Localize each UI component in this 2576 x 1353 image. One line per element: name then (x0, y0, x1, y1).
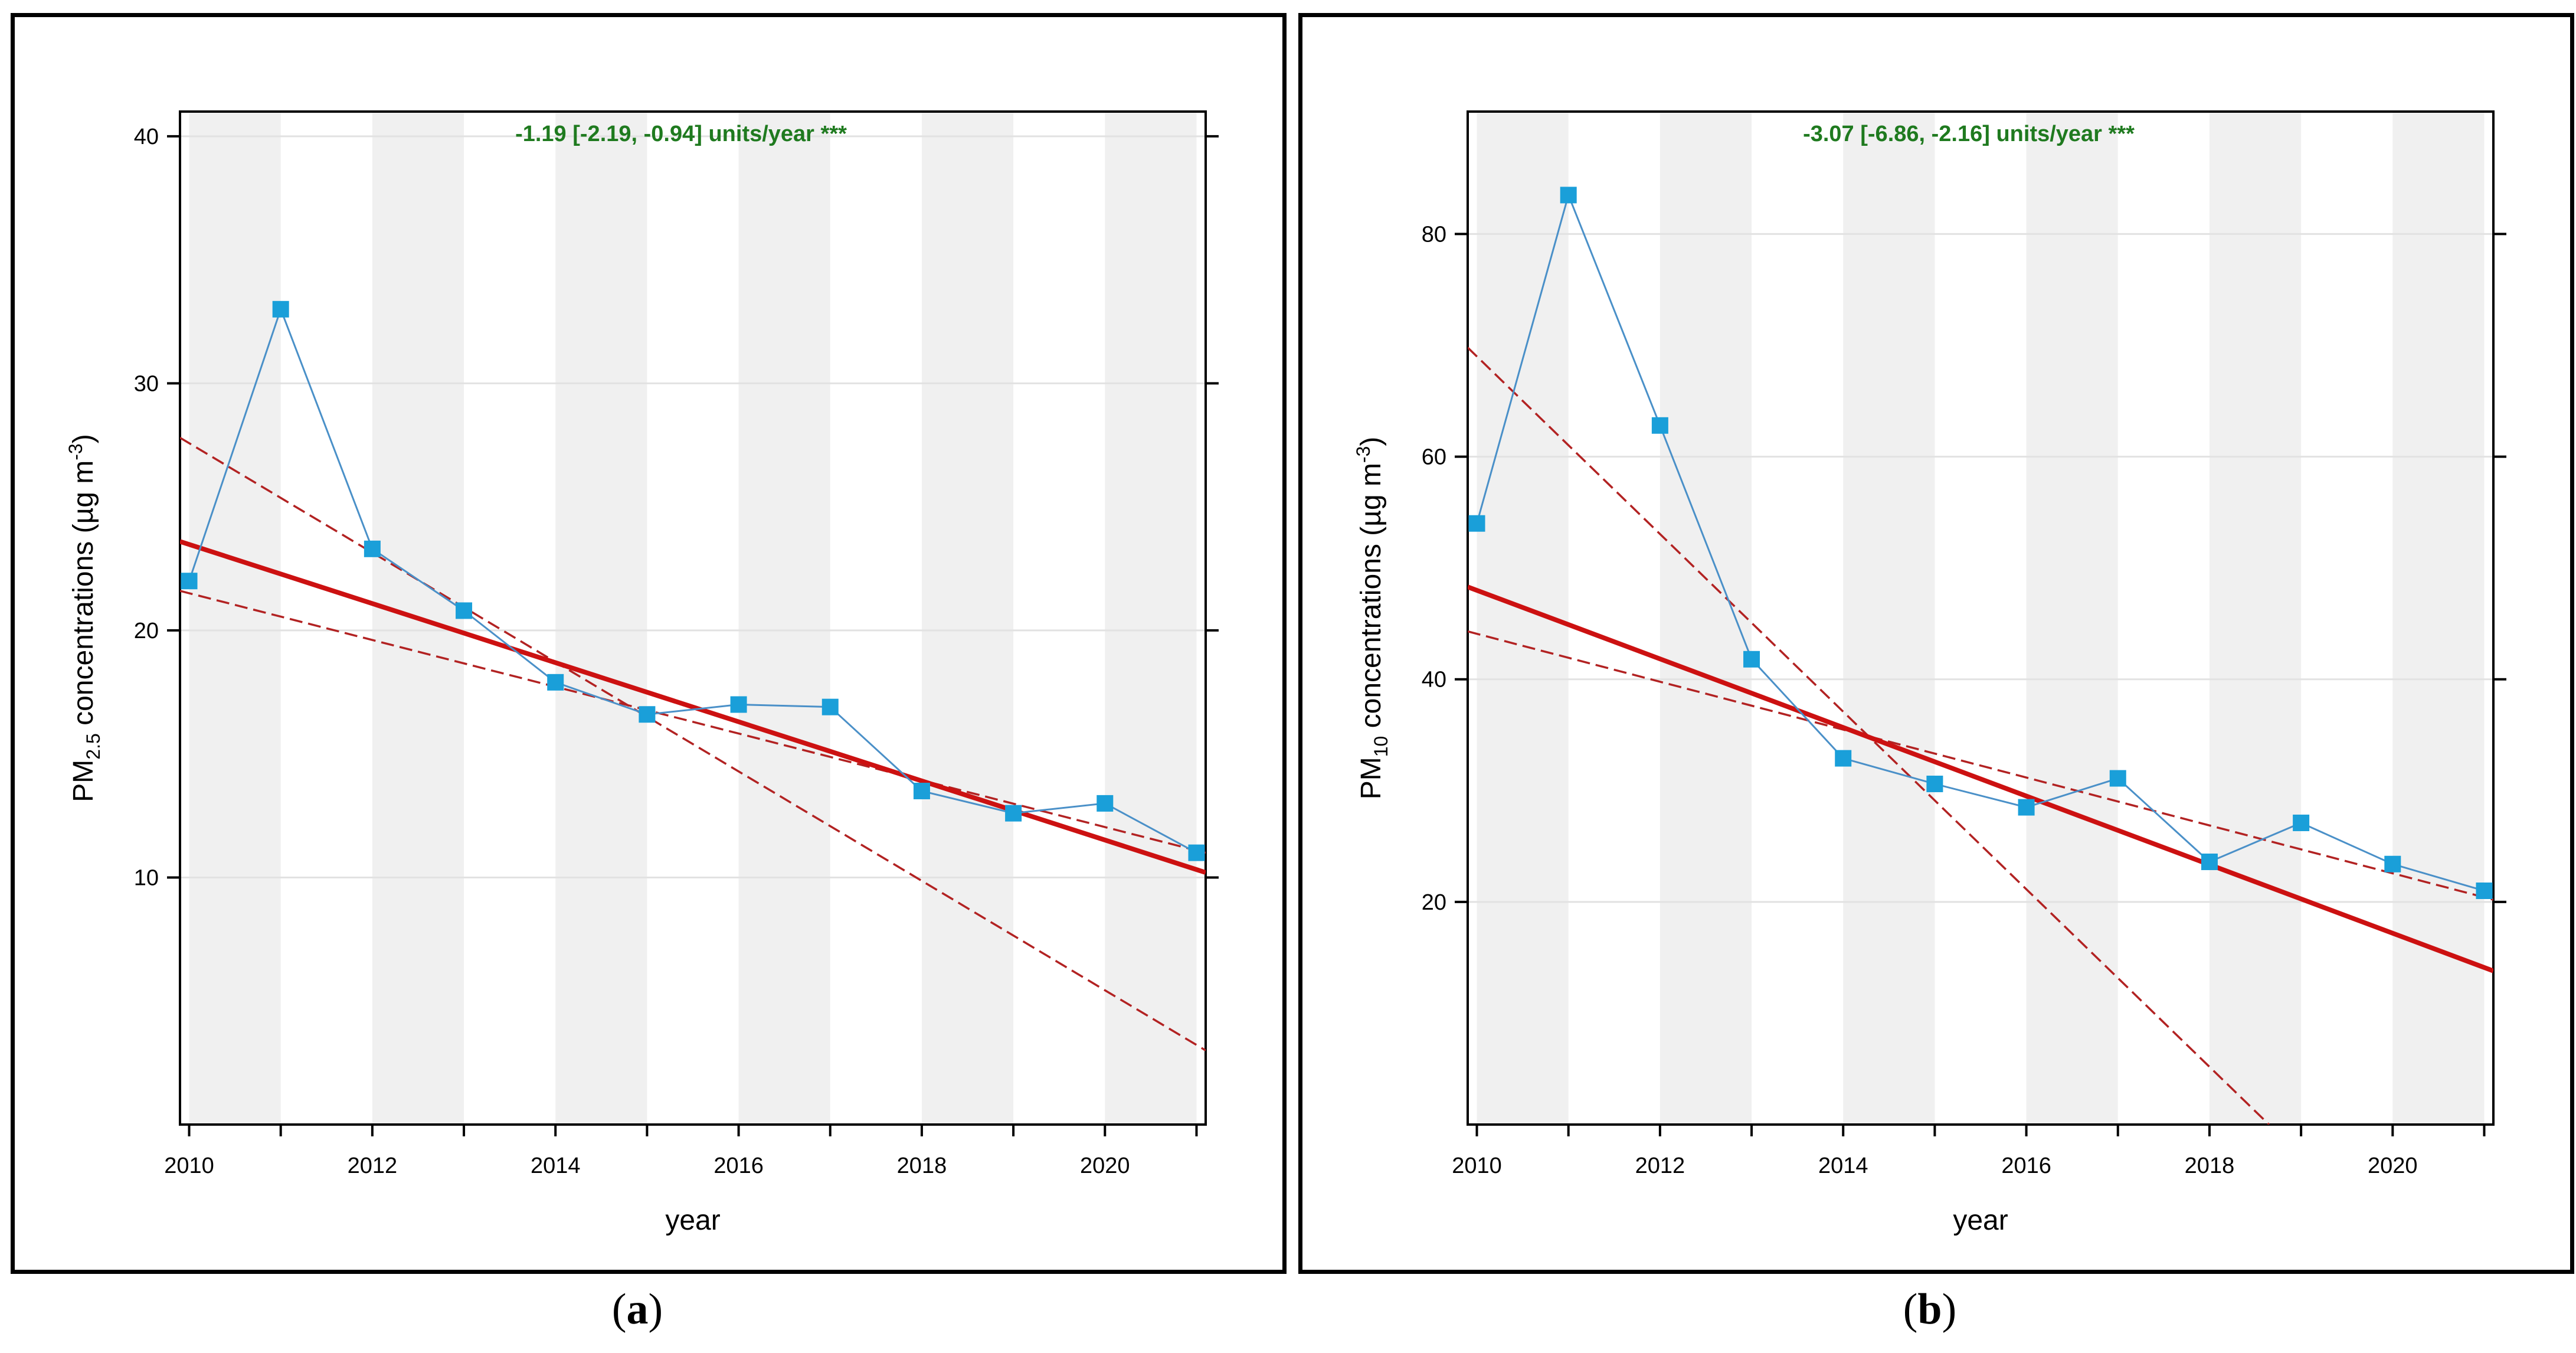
trend-line (180, 539, 1206, 875)
y-tick-label: 80 (1422, 222, 1446, 247)
data-point-2019 (2293, 814, 2310, 831)
plot-frame (179, 110, 1207, 1126)
y-axis-label: PM2.5 concentrations (µg m-3) (65, 434, 104, 802)
shaded-band-2010 (189, 112, 281, 1125)
trend-annotation: -3.07 [-6.86, -2.16] units/year *** (1803, 122, 2135, 146)
shaded-band-2020 (1105, 112, 1197, 1125)
ci-line-shallow (180, 590, 1206, 854)
series-line (188, 306, 1197, 854)
data-point-2015 (639, 706, 656, 723)
y-tick-label: 10 (134, 865, 159, 890)
chart-a-svg: 10 20 30 40 2010 2012 2014 2016 2018 2020 year PM2.… (65, 110, 1219, 1236)
shaded-band-2020 (2392, 112, 2485, 1125)
x-tick-label: 2020 (2368, 1153, 2418, 1178)
data-point-2013 (456, 602, 473, 619)
chart-panel-a: 10 20 30 40 2010 2012 2014 2016 2018 2020 year PM2.… (11, 13, 1287, 1274)
series-line (1476, 192, 2485, 892)
y-tick-label: 20 (134, 619, 159, 643)
shaded-band-2016 (2026, 112, 2118, 1125)
x-axis-label: year (1953, 1205, 2008, 1236)
data-point-2016 (730, 696, 747, 713)
x-tick-label: 2012 (348, 1153, 398, 1178)
shaded-band-2014 (555, 112, 647, 1125)
data-point-2015 (1926, 775, 1943, 792)
data-point-2010 (1468, 515, 1485, 532)
data-point-2017 (2109, 770, 2126, 787)
y-tick-label: 30 (134, 371, 159, 396)
x-tick-label: 2010 (164, 1153, 214, 1178)
data-point-2014 (547, 674, 564, 691)
y-tick-label: 20 (1422, 890, 1446, 915)
data-point-2018 (913, 782, 930, 799)
caption-a: (a) (611, 1285, 663, 1334)
x-axis-label: year (665, 1205, 720, 1236)
y-tick-label: 60 (1422, 445, 1446, 470)
data-point-2011 (1560, 187, 1577, 204)
x-tick-label: 2014 (531, 1153, 581, 1178)
x-tick-label: 2016 (2001, 1153, 2051, 1178)
x-tick-label: 2018 (897, 1153, 947, 1178)
ci-line-steep (180, 436, 1206, 1051)
data-point-2020 (2384, 855, 2401, 872)
y-tick-label: 40 (134, 125, 159, 149)
data-point-2010 (181, 573, 198, 590)
plot-frame (1467, 110, 2495, 1126)
trend-annotation: -1.19 [-2.19, -0.94] units/year *** (515, 122, 847, 146)
caption-a-label: a (626, 1285, 649, 1334)
data-point-2011 (272, 300, 289, 318)
data-point-2016 (2018, 799, 2035, 816)
x-tick-label: 2012 (1635, 1153, 1685, 1178)
y-tick-label: 40 (1422, 668, 1446, 692)
shaded-band-2016 (738, 112, 830, 1125)
x-tick-label: 2020 (1080, 1153, 1130, 1178)
shaded-band-2018 (921, 112, 1014, 1125)
caption-b: (b) (1903, 1285, 1957, 1334)
trend-line (1468, 584, 2493, 973)
x-tick-label: 2010 (1452, 1153, 1502, 1178)
x-tick-label: 2018 (2185, 1153, 2235, 1178)
data-point-2019 (1005, 805, 1022, 822)
chart-b-svg: 20 40 60 80 2010 2012 2014 2016 2018 2020 year PM10… (1353, 110, 2506, 1236)
data-point-2014 (1835, 750, 1852, 767)
shaded-band-2012 (1659, 112, 1752, 1125)
shaded-band-2018 (2209, 112, 2302, 1125)
data-point-2012 (364, 540, 381, 557)
chart-panel-b: 20 40 60 80 2010 2012 2014 2016 2018 2020 year PM10… (1298, 13, 2574, 1274)
data-point-2020 (1096, 795, 1114, 812)
ci-line-shallow (1468, 630, 2493, 901)
x-tick-label: 2014 (1818, 1153, 1868, 1178)
data-point-2017 (821, 698, 839, 715)
data-point-2013 (1743, 651, 1760, 668)
caption-b-label: b (1917, 1285, 1942, 1334)
y-axis-label: PM10 concentrations (µg m-3) (1353, 437, 1392, 800)
shaded-band-2014 (1843, 112, 1935, 1125)
data-point-2018 (2201, 853, 2218, 870)
data-point-2021 (2476, 883, 2493, 899)
x-tick-label: 2016 (713, 1153, 764, 1178)
data-point-2021 (1188, 844, 1205, 861)
data-point-2012 (1651, 417, 1668, 434)
